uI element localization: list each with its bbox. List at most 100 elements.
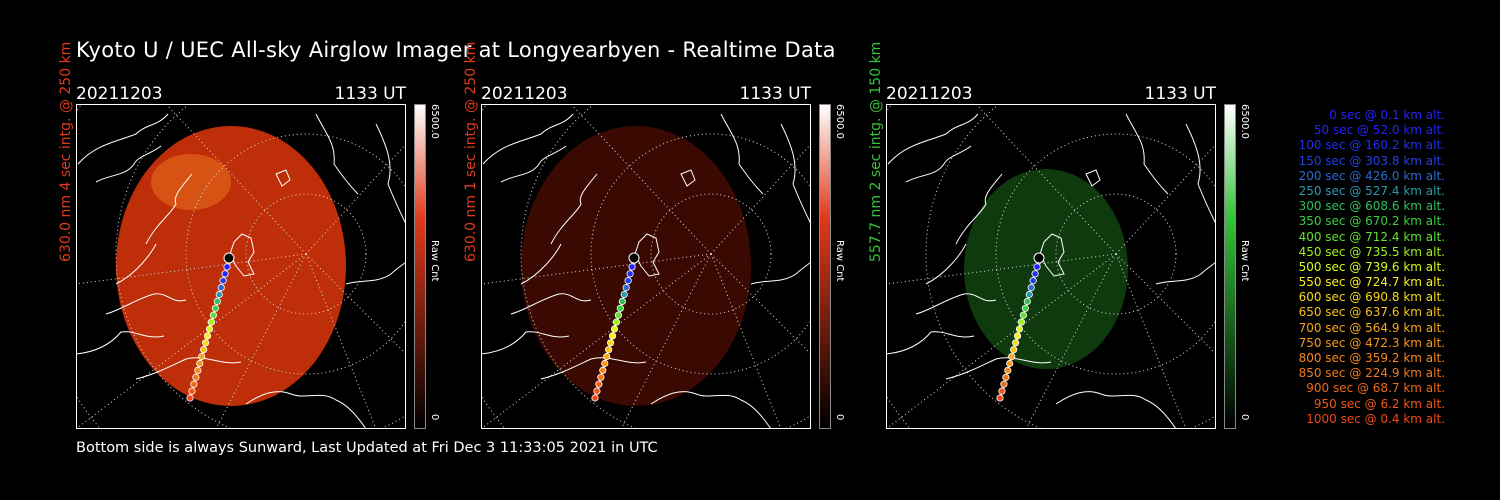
trajectory-point [626, 270, 634, 278]
trajectory-point [1025, 290, 1033, 299]
trajectory-legend: 0 sec @ 0.1 km alt. 50 sec @ 52.0 km alt.… [1250, 108, 1445, 427]
trajectory-point [1000, 380, 1008, 388]
coastline [780, 123, 811, 225]
coastline [105, 293, 187, 315]
coastline [550, 173, 598, 245]
trajectory-point [194, 366, 202, 374]
trajectory-point [597, 373, 605, 381]
longitude-line [1025, 253, 1117, 429]
allsky-map [886, 104, 1216, 429]
trajectory-point [223, 263, 231, 271]
trajectory-point [211, 304, 219, 312]
allsky-image-frame [886, 104, 1216, 429]
trajectory-point [1031, 270, 1039, 278]
trajectory-point [1023, 297, 1031, 305]
trajectory-point [219, 277, 227, 285]
trajectory-point [1033, 263, 1041, 271]
trajectory-point [209, 311, 217, 319]
longitude-line [1115, 143, 1216, 255]
trajectory-point [605, 346, 613, 354]
allsky-image-frame [76, 104, 406, 429]
coastline [481, 331, 570, 355]
panel-border [76, 104, 406, 429]
panel-date: 20211203 [481, 84, 568, 104]
legend-row: 200 sec @ 426.0 km alt. [1298, 168, 1445, 183]
legend-row: 250 sec @ 527.4 km alt. [1298, 183, 1445, 198]
legend-row: 100 sec @ 160.2 km alt. [1298, 138, 1445, 153]
panel-border [481, 104, 811, 429]
coastline [1155, 261, 1216, 285]
coastline [886, 331, 975, 355]
trajectory-point [593, 387, 601, 395]
trajectory-point [1027, 284, 1035, 292]
latitude-circle [115, 104, 406, 429]
longitude-line [76, 253, 307, 429]
coastline [245, 391, 367, 429]
allsky-map [76, 104, 406, 429]
trajectory-point [591, 394, 599, 402]
trajectory-point [1021, 304, 1029, 312]
legend-row: 600 sec @ 690.8 km alt. [1298, 290, 1445, 305]
island-outline [1085, 169, 1101, 187]
legend-row: 0 sec @ 0.1 km alt. [1329, 108, 1445, 122]
island-outline [680, 169, 696, 187]
trajectory-point [192, 373, 200, 381]
longitude-line [620, 253, 712, 429]
coastline [1125, 113, 1169, 195]
panel-date: 20211203 [886, 84, 973, 104]
coastline [145, 173, 193, 245]
trajectory-point [196, 359, 204, 368]
trajectory-point [601, 359, 609, 368]
panel-border [886, 104, 1216, 429]
panel-time: 1133 UT [1144, 84, 1217, 104]
image-panel-3: 20211203 1133 UT [886, 84, 1216, 429]
trajectory-point [217, 284, 225, 292]
coastline [510, 293, 592, 315]
legend-row: 950 sec @ 6.2 km alt. [1313, 396, 1445, 411]
colorbar-min-label: 0 [834, 414, 845, 421]
coastline [945, 357, 1052, 380]
panel-date: 20211203 [76, 84, 163, 104]
panel-side-label: 630.0 nm 4 sec intg. @ 250 km [58, 41, 74, 262]
launch-site-marker [628, 252, 640, 264]
colorbar [414, 104, 426, 429]
legend-row: 800 sec @ 359.2 km alt. [1298, 351, 1445, 365]
airglow-image [964, 169, 1128, 369]
trajectory-point [190, 380, 198, 388]
map-layer [76, 104, 406, 429]
coastline [915, 293, 997, 315]
latitude-circle [185, 133, 406, 375]
coastline [887, 113, 979, 165]
latitude-circle [995, 133, 1216, 375]
coastline [540, 357, 647, 380]
legend-row: 850 sec @ 224.9 km alt. [1298, 366, 1445, 381]
trajectory-point [603, 353, 611, 361]
trajectory-point [622, 284, 630, 292]
legend-row: 1000 sec @ 0.4 km alt. [1306, 411, 1445, 426]
trajectory-point [221, 270, 229, 278]
colorbar-max-label: 6500.0 [429, 104, 440, 139]
trajectory-point [595, 380, 603, 388]
coastline [315, 113, 359, 195]
panel-time: 1133 UT [739, 84, 812, 104]
page-title: Kyoto U / UEC All-sky Airglow Imager at … [76, 38, 836, 62]
image-panel-2: 20211203 1133 UT [481, 84, 811, 429]
legend-row: 50 sec @ 52.0 km alt. [1313, 123, 1445, 138]
trajectory-point [1006, 359, 1014, 368]
allsky-image-frame [481, 104, 811, 429]
coastline [482, 113, 574, 165]
trajectory-point [599, 366, 607, 374]
trajectory-point [616, 304, 624, 312]
trajectory-point [1019, 311, 1027, 319]
colorbar-min-label: 0 [1239, 414, 1250, 421]
trajectory-point [200, 346, 208, 354]
trajectory-point [608, 332, 617, 340]
trajectory-point [1010, 346, 1018, 354]
legend-row: 300 sec @ 608.6 km alt. [1298, 199, 1445, 214]
trajectory-point [624, 277, 632, 285]
trajectory-point [202, 339, 210, 347]
coastline [720, 113, 764, 195]
trajectory-point [628, 263, 636, 271]
trajectory-point [205, 325, 214, 333]
longitude-line [481, 253, 712, 429]
